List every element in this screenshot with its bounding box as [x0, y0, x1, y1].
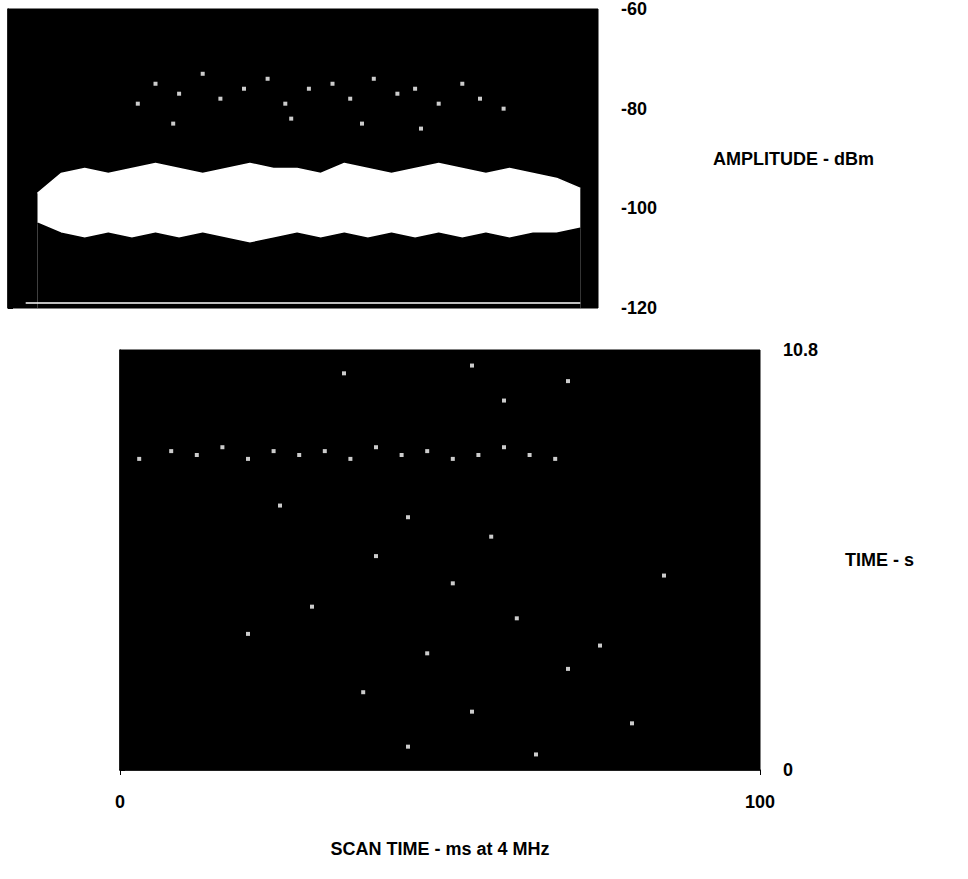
svg-text:-100: -100 [621, 198, 657, 218]
svg-text:-120: -120 [621, 298, 657, 318]
svg-text:-60: -60 [621, 0, 647, 19]
svg-text:SCAN TIME - ms at 4 MHz: SCAN TIME - ms at 4 MHz [330, 839, 549, 859]
svg-text:0: 0 [783, 760, 793, 780]
svg-text:-80: -80 [621, 99, 647, 119]
svg-text:10.8: 10.8 [783, 340, 818, 360]
svg-text:100: 100 [745, 792, 775, 812]
svg-text:AMPLITUDE - dBm: AMPLITUDE - dBm [713, 149, 874, 169]
svg-text:0: 0 [115, 792, 125, 812]
svg-text:TIME - s: TIME - s [845, 550, 914, 570]
